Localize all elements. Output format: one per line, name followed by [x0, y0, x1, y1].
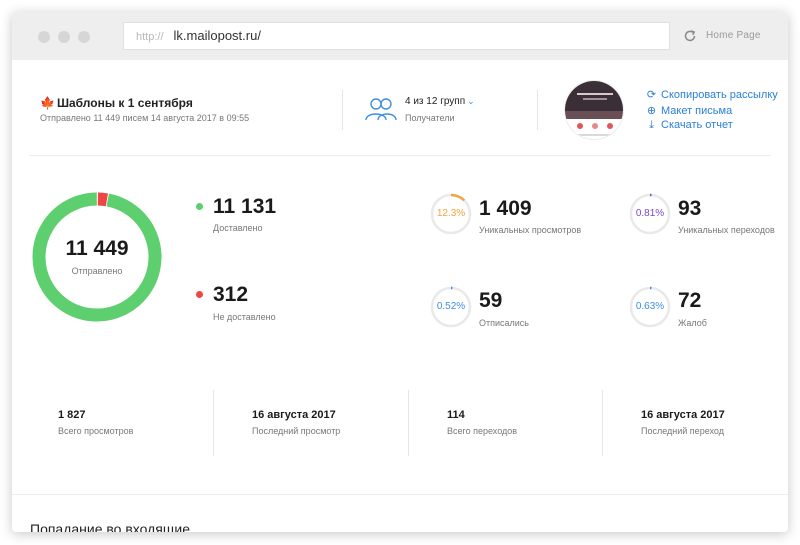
window-maximize-dot[interactable] — [78, 31, 90, 43]
views-ring-arc — [450, 193, 466, 202]
download-report-link[interactable]: ⤓ Скачать отчет — [645, 119, 733, 132]
complaints-rate: 0.63% — [635, 301, 665, 312]
campaign-sent-info: Отправлено 11 449 писем 14 августа 2017 … — [40, 113, 250, 123]
home-page-link[interactable]: Home Page — [706, 30, 761, 41]
sent-count: 11 449 — [65, 237, 129, 260]
campaign-title-text: Шаблоны к 1 сентября — [56, 96, 193, 110]
email-layout-link[interactable]: ⊕ Макет письма — [645, 104, 732, 117]
last-click-label: Последний переход — [641, 426, 724, 436]
divider — [537, 90, 538, 130]
delivered-count: 11 131 — [213, 195, 277, 218]
not-delivered-bullet — [196, 291, 203, 298]
last-click-value: 16 августа 2017 — [641, 409, 725, 421]
delivered-label: Доставлено — [213, 223, 263, 233]
unique-clicks-label: Уникальных переходов — [678, 225, 775, 235]
unique-views-label: Уникальных просмотров — [479, 225, 582, 235]
views-rate-ring — [430, 193, 472, 235]
url-protocol: http:// — [136, 31, 164, 43]
divider — [408, 390, 409, 456]
browser-window: http:// lk.mailopost.ru/ Home Page 🍁 Шабло… — [12, 12, 788, 532]
email-preview-thumbnail[interactable] — [564, 80, 624, 140]
views-rate: 12.3% — [436, 208, 466, 219]
section-divider — [12, 494, 788, 495]
chevron-down-icon: ⌄ — [467, 96, 475, 106]
complaints-label: Жалоб — [678, 318, 707, 328]
zoom-icon: ⊕ — [646, 105, 657, 117]
divider — [213, 390, 214, 456]
copy-campaign-link[interactable]: ⟳ Скопировать рассылку — [645, 88, 778, 101]
download-icon: ⤓ — [649, 119, 654, 131]
download-report-label: Скачать отчет — [661, 119, 733, 131]
last-view-value: 16 августа 2017 — [252, 409, 336, 421]
copy-campaign-label: Скопировать рассылку — [661, 89, 778, 101]
maple-leaf-icon: 🍁 — [40, 96, 55, 110]
campaign-title: 🍁 Шаблоны к 1 сентября — [40, 96, 193, 110]
total-clicks-label: Всего переходов — [447, 426, 518, 436]
delivered-slice — [32, 192, 162, 322]
clicks-rate: 0.81% — [635, 208, 665, 219]
window-close-dot[interactable] — [38, 31, 50, 43]
report-page: 🍁 Шаблоны к 1 сентября Отправлено 11 449 … — [12, 60, 788, 532]
address-bar[interactable]: http:// lk.mailopost.ru/ — [123, 22, 670, 50]
recipients-label: Получатели — [405, 113, 455, 123]
complaints-rate-ring — [629, 286, 671, 328]
recipients-icon — [365, 98, 397, 121]
recipients-selector[interactable]: 4 из 12 групп ⌄ — [405, 96, 475, 107]
total-views-value: 1 827 — [58, 409, 86, 421]
url-text: lk.mailopost.ru/ — [173, 28, 261, 43]
inbox-placement-title: Попадание во входящие — [30, 521, 190, 532]
unsubscribes-count: 59 — [479, 289, 503, 312]
complaints-count: 72 — [678, 289, 702, 312]
not-delivered-slice — [97, 192, 109, 207]
reload-icon[interactable] — [683, 29, 697, 43]
divider — [342, 90, 343, 130]
last-view-label: Последний просмотр — [252, 426, 341, 436]
unsubscribes-rate-ring — [430, 286, 472, 328]
total-clicks-value: 114 — [447, 409, 465, 421]
not-delivered-label: Не доставлено — [213, 312, 276, 322]
unsubscribes-rate: 0.52% — [436, 301, 466, 312]
divider — [602, 390, 603, 456]
sent-label: Отправлено — [71, 266, 123, 276]
copy-icon: ⟳ — [646, 89, 657, 101]
total-views-label: Всего просмотров — [58, 426, 134, 436]
unique-clicks-count: 93 — [678, 197, 702, 220]
window-minimize-dot[interactable] — [58, 31, 70, 43]
unique-views-count: 1 409 — [479, 197, 532, 220]
recipients-value: 4 из 12 групп — [405, 96, 466, 107]
not-delivered-count: 312 — [213, 283, 249, 306]
clicks-rate-ring — [629, 193, 671, 235]
email-layout-label: Макет письма — [661, 105, 733, 117]
unsubscribes-label: Отписались — [479, 318, 529, 328]
delivery-donut-chart — [32, 192, 162, 322]
delivered-bullet — [196, 203, 203, 210]
header-divider — [30, 155, 770, 156]
browser-toolbar: http:// lk.mailopost.ru/ Home Page — [12, 12, 788, 60]
